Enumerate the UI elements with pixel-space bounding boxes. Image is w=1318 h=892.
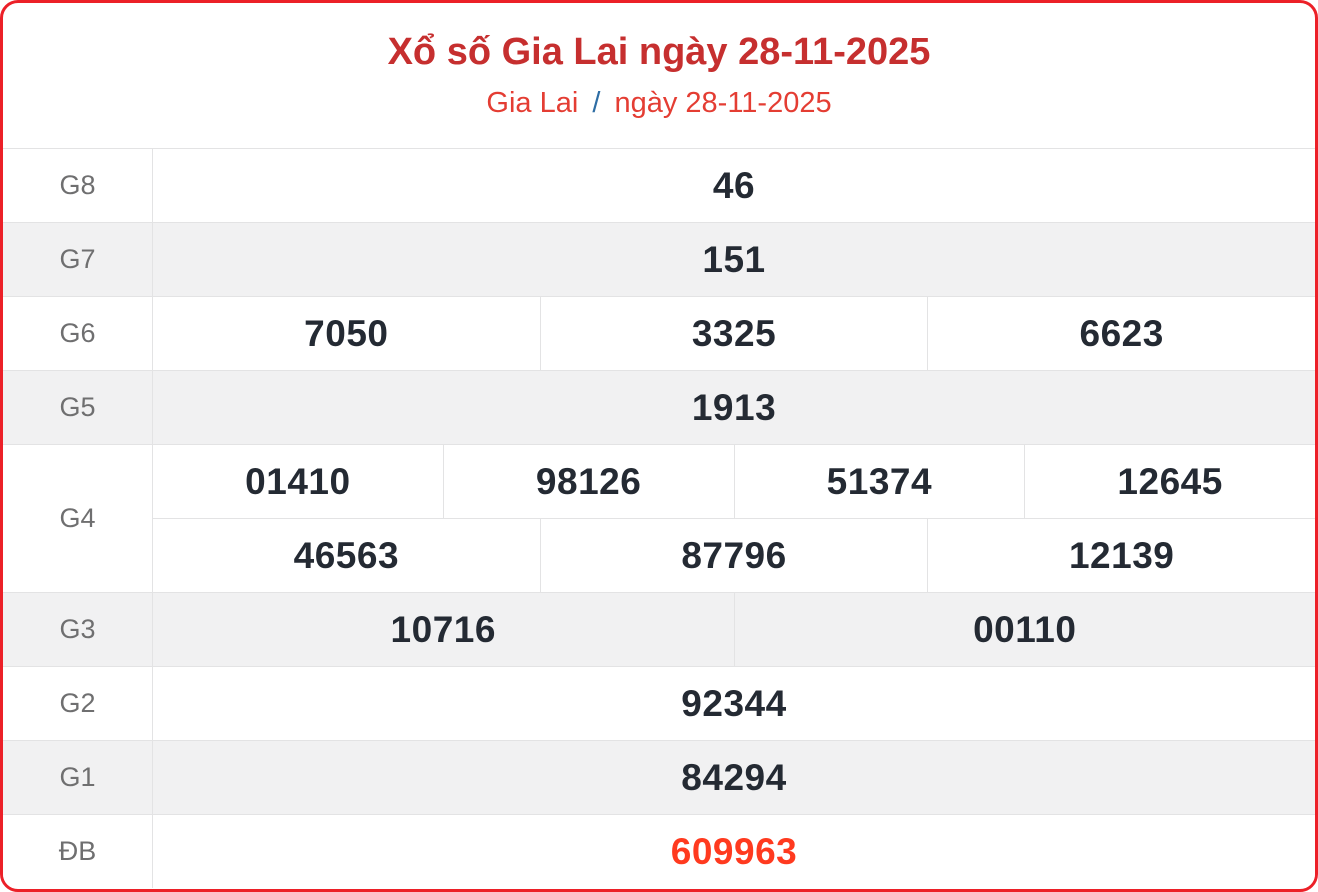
prize-values: 10716 00110: [153, 593, 1315, 666]
prize-label: G8: [3, 149, 153, 222]
prize-number: 98126: [442, 445, 734, 518]
prize-number: 84294: [681, 756, 787, 798]
prize-label: G4: [3, 445, 153, 592]
prize-number: 151: [702, 238, 766, 280]
breadcrumb: Gia Lai / ngày 28-11-2025: [3, 86, 1315, 120]
prize-row-g5: G5 1913: [3, 370, 1315, 444]
prize-value-line: 84294: [153, 741, 1315, 814]
prize-values: 1913: [153, 371, 1315, 444]
prize-label: ĐB: [3, 815, 153, 888]
prize-row-đb: ĐB 609963: [3, 814, 1315, 888]
prize-row-g7: G7 151: [3, 222, 1315, 296]
prize-number: 1913: [691, 386, 777, 428]
prize-number: 609963: [670, 830, 798, 872]
prize-row-g2: G2 92344: [3, 666, 1315, 740]
prize-number: 12645: [1024, 445, 1315, 518]
prize-value-line: 46563 87796 12139: [153, 518, 1315, 592]
prize-value-line: 92344: [153, 667, 1315, 740]
prize-values: 84294: [153, 741, 1315, 814]
prize-label: G1: [3, 741, 153, 814]
prize-value-line: 46: [153, 149, 1315, 222]
breadcrumb-region-link[interactable]: Gia Lai: [486, 87, 579, 119]
prize-values: 609963: [153, 815, 1315, 888]
prize-number: 01410: [245, 460, 351, 502]
prize-row-g8: G8 46: [3, 148, 1315, 222]
prize-number: 51374: [733, 445, 1025, 518]
breadcrumb-date-link[interactable]: ngày 28-11-2025: [614, 87, 832, 119]
prize-values: 92344: [153, 667, 1315, 740]
prize-value-line: 10716 00110: [153, 593, 1315, 666]
prize-row-g6: G6 7050 3325 6623: [3, 296, 1315, 370]
prize-number: 92344: [681, 682, 787, 724]
prize-value-line: 7050 3325 6623: [153, 297, 1315, 370]
prize-number: 3325: [539, 297, 928, 370]
prize-number: 00110: [733, 593, 1316, 666]
prize-number: 10716: [390, 608, 496, 650]
prize-value-line: 609963: [153, 815, 1315, 888]
results-table: G8 46 G7 151 G6 7050 3325 6623 G5 1913 G4 01410 9812…: [3, 148, 1315, 889]
results-header: Xổ số Gia Lai ngày 28-11-2025 Gia Lai / …: [3, 3, 1315, 148]
prize-row-g4: G4 01410 98126 51374 12645 46563 87796 12139: [3, 444, 1315, 592]
prize-label: G6: [3, 297, 153, 370]
prize-row-g1: G1 84294: [3, 740, 1315, 814]
breadcrumb-separator: /: [592, 87, 601, 119]
prize-number: 12139: [927, 519, 1315, 592]
prize-values: 151: [153, 223, 1315, 296]
prize-label: G3: [3, 593, 153, 666]
prize-number: 7050: [304, 312, 389, 354]
prize-value-line: 151: [153, 223, 1315, 296]
prize-label: G5: [3, 371, 153, 444]
prize-row-g3: G3 10716 00110: [3, 592, 1315, 666]
prize-number: 87796: [539, 519, 928, 592]
prize-number: 46563: [293, 534, 400, 576]
prize-values: 01410 98126 51374 12645 46563 87796 12139: [153, 445, 1315, 592]
prize-label: G7: [3, 223, 153, 296]
prize-label: G2: [3, 667, 153, 740]
prize-values: 7050 3325 6623: [153, 297, 1315, 370]
prize-value-line: 01410 98126 51374 12645: [153, 445, 1315, 518]
prize-number: 6623: [927, 297, 1315, 370]
page-title: Xổ số Gia Lai ngày 28-11-2025: [387, 31, 931, 73]
prize-number: 46: [712, 164, 756, 206]
prize-values: 46: [153, 149, 1315, 222]
prize-value-line: 1913: [153, 371, 1315, 444]
